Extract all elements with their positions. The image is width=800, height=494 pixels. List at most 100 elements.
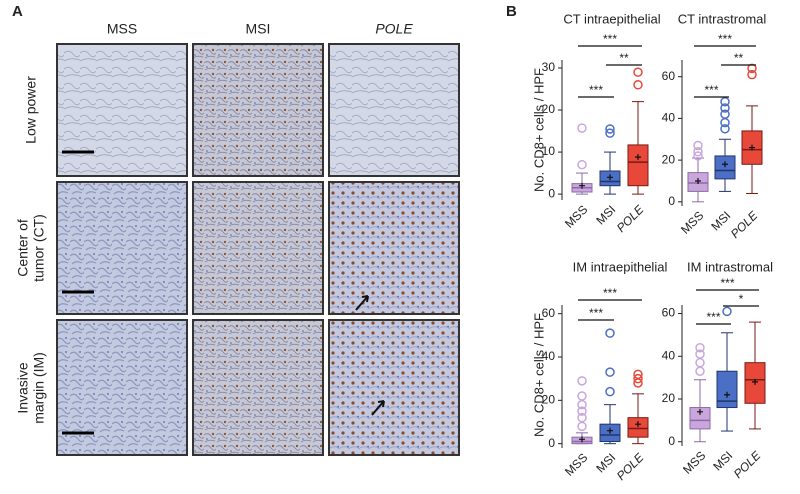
y-tick-label: 60 (662, 69, 676, 83)
outlier (605, 124, 615, 134)
box (714, 155, 736, 180)
y-tick-label: 40 (662, 111, 676, 125)
x-tick-label: MSS (678, 208, 706, 236)
x-tick-label: MSS (562, 202, 590, 230)
mean-marker (695, 177, 701, 184)
y-axis-label: No. CD8+ cells / HPF (531, 68, 546, 192)
outlier (633, 80, 643, 90)
outlier (577, 159, 587, 170)
mean-marker (635, 421, 641, 428)
arrow (355, 295, 369, 311)
chart-title: IM intraepithelial (573, 259, 668, 274)
y-tick-label: 0 (668, 434, 675, 448)
outlier (633, 67, 643, 77)
x-tick-label: POLE (614, 202, 647, 235)
mean-marker (722, 161, 728, 168)
x-tick-label: POLE (728, 208, 761, 241)
y-tick-label: 20 (542, 102, 556, 116)
micrograph (56, 181, 188, 315)
y-tick-label: 20 (662, 152, 676, 166)
outlier (693, 151, 703, 161)
x-tick-label: POLE (614, 450, 647, 483)
outlier (577, 376, 587, 386)
outlier (633, 369, 643, 380)
significance-label: *** (603, 32, 617, 46)
box (716, 370, 738, 409)
micrograph (56, 43, 188, 177)
outlier (577, 406, 587, 416)
micrograph (328, 43, 460, 177)
y-tick-label: 30 (542, 60, 556, 74)
mean-marker (724, 391, 730, 398)
mean-marker (749, 144, 755, 151)
x-tick-label: MSS (680, 448, 708, 476)
outlier (605, 367, 615, 377)
chart-title: CT intrastromal (678, 11, 767, 26)
column-header: MSI (246, 21, 271, 37)
significance-label: ** (619, 51, 629, 65)
mean-marker (579, 436, 585, 443)
row-label: margin (IM) (31, 352, 47, 424)
outlier (695, 357, 705, 368)
micrograph (192, 43, 324, 177)
y-tick-label: 40 (542, 349, 556, 363)
y-tick-label: 0 (548, 186, 555, 200)
outlier (747, 63, 757, 74)
y-tick-label: 0 (548, 436, 555, 450)
outlier (695, 342, 705, 353)
arrow (371, 400, 385, 416)
significance-label: ** (734, 51, 744, 65)
micrograph (56, 319, 188, 456)
micrograph (192, 319, 324, 456)
outlier (605, 128, 615, 138)
outlier (747, 69, 757, 80)
outlier (695, 366, 705, 376)
outlier (693, 140, 703, 151)
mean-marker (607, 427, 613, 434)
chart-title: CT intraepithelial (563, 11, 660, 26)
row-label: Invasive (15, 362, 31, 414)
outlier (720, 96, 730, 107)
micrograph (328, 319, 460, 456)
outlier (693, 147, 703, 157)
outlier (577, 421, 587, 432)
y-tick-label: 10 (542, 144, 556, 158)
significance-label: *** (720, 276, 734, 290)
row-label: Low power (23, 76, 39, 144)
significance-label: * (739, 292, 744, 306)
significance-label: *** (704, 83, 718, 97)
y-tick-label: 0 (668, 194, 675, 208)
significance-label: *** (706, 310, 720, 324)
x-tick-label: POLE (731, 448, 764, 481)
x-tick-label: MSS (562, 450, 590, 478)
box (627, 417, 649, 438)
outlier (695, 349, 705, 359)
box (627, 144, 649, 187)
mean-marker (697, 408, 703, 415)
micrographs (56, 43, 460, 456)
outlier (633, 373, 643, 384)
micrograph (192, 181, 324, 315)
mean-marker (635, 154, 641, 161)
outlier (605, 386, 615, 397)
outlier (720, 109, 730, 119)
y-tick-label: 20 (662, 391, 676, 405)
chart-title: IM intrastromal (687, 259, 773, 274)
y-axis-label: No. CD8+ cells / HPF (531, 313, 546, 437)
row-label: Center of (15, 219, 31, 277)
outlier (577, 123, 587, 133)
y-tick-label: 60 (662, 306, 676, 320)
y-tick-label: 60 (542, 306, 556, 320)
panel-label: B (506, 3, 517, 20)
panel-label: A (12, 3, 23, 20)
outlier (720, 124, 730, 134)
y-tick-label: 40 (662, 348, 676, 362)
significance-label: *** (589, 83, 603, 97)
outlier (577, 391, 587, 401)
significance-label: *** (603, 286, 617, 300)
significance-label: *** (718, 32, 732, 46)
column-header: POLE (375, 21, 413, 37)
outlier (722, 306, 732, 317)
outlier (577, 412, 587, 423)
